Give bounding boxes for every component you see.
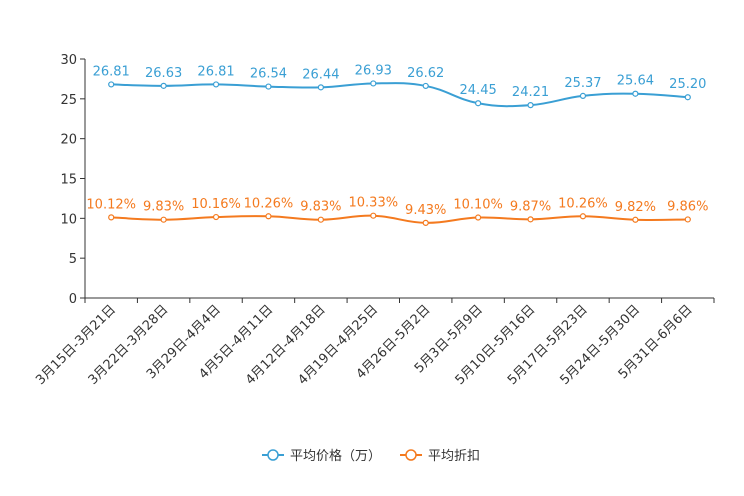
y-tick-label: 15 [60,173,77,188]
series-1-data-label: 26.93 [355,63,392,78]
series-1-data-label: 26.63 [145,66,182,81]
series-2-point [632,216,639,223]
y-tick-label: 20 [60,133,77,148]
series-2-line [111,214,688,224]
series-1-data-label: 25.64 [617,74,654,89]
series-1-point [684,94,691,101]
series-1-data-label: 26.54 [250,67,287,82]
series-2-point [212,213,220,221]
series-2-point [370,212,377,219]
series-1-data-label: 26.44 [302,67,339,82]
series-1-data-label: 25.20 [669,77,706,92]
series-2-point [265,213,272,220]
series-2-data-label: 10.12% [86,197,136,212]
series-1-point [632,90,639,97]
series-2-data-label: 10.26% [558,196,608,211]
series-1-point [212,81,220,88]
series-1-data-label: 26.62 [407,66,444,81]
series-2-data-label: 9.86% [667,199,708,214]
series-2-point [579,213,587,220]
series-1-line [111,82,688,108]
series-1-point [160,82,167,89]
series-1-point [475,100,482,107]
legend-1-marker [267,449,279,461]
series-2-data-label: 10.26% [244,196,294,211]
y-tick-label: 5 [69,252,77,267]
legend-2-label: 平均折扣 [428,449,480,464]
series-1-point [422,82,429,90]
series-2-data-label: 9.43% [405,203,446,218]
series-1-data-label: 25.37 [564,76,601,91]
y-tick-label: 25 [60,93,77,108]
series-1-point [579,92,587,99]
series-1-point [265,83,272,90]
series-2-point [108,214,115,221]
series-2-point [160,216,167,223]
series-1-point [527,102,534,109]
series-2-point [422,219,429,226]
series-2-data-label: 9.83% [143,200,184,215]
series-2-data-label: 10.16% [191,197,241,212]
series-1-point [108,81,115,88]
series-2-data-label: 9.82% [615,200,656,215]
series-1-point [317,84,324,91]
series-2-point [527,216,534,223]
series-2-data-label: 10.10% [453,198,503,213]
series-1-point [370,80,377,87]
series-2-point [475,214,482,221]
series-1-data-label: 24.21 [512,85,549,100]
y-tick-label: 10 [60,212,77,227]
series-2-point [684,216,691,223]
series-1-data-label: 26.81 [93,64,130,79]
legend-2-marker [405,449,417,461]
series-2-data-label: 9.83% [300,200,341,215]
series-2-data-label: 10.33% [349,196,399,211]
y-tick-label: 0 [69,292,77,307]
series-1-data-label: 24.45 [460,83,497,98]
y-tick-label: 30 [60,53,77,68]
legend-1-label: 平均价格（万） [290,448,381,464]
series-2-point [317,216,324,223]
series-1-data-label: 26.81 [197,64,234,79]
series-2-data-label: 9.87% [510,199,551,214]
